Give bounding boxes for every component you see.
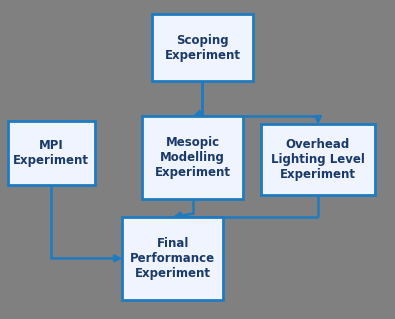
Text: Final
Performance
Experiment: Final Performance Experiment xyxy=(130,237,215,280)
FancyBboxPatch shape xyxy=(142,116,243,199)
Text: Scoping
Experiment: Scoping Experiment xyxy=(164,34,241,62)
FancyBboxPatch shape xyxy=(122,217,223,300)
Text: MPI
Experiment: MPI Experiment xyxy=(13,139,89,167)
Text: Mesopic
Modelling
Experiment: Mesopic Modelling Experiment xyxy=(154,137,231,179)
FancyBboxPatch shape xyxy=(152,14,253,81)
Text: Overhead
Lighting Level
Experiment: Overhead Lighting Level Experiment xyxy=(271,138,365,181)
FancyBboxPatch shape xyxy=(261,124,375,195)
FancyBboxPatch shape xyxy=(8,121,95,185)
